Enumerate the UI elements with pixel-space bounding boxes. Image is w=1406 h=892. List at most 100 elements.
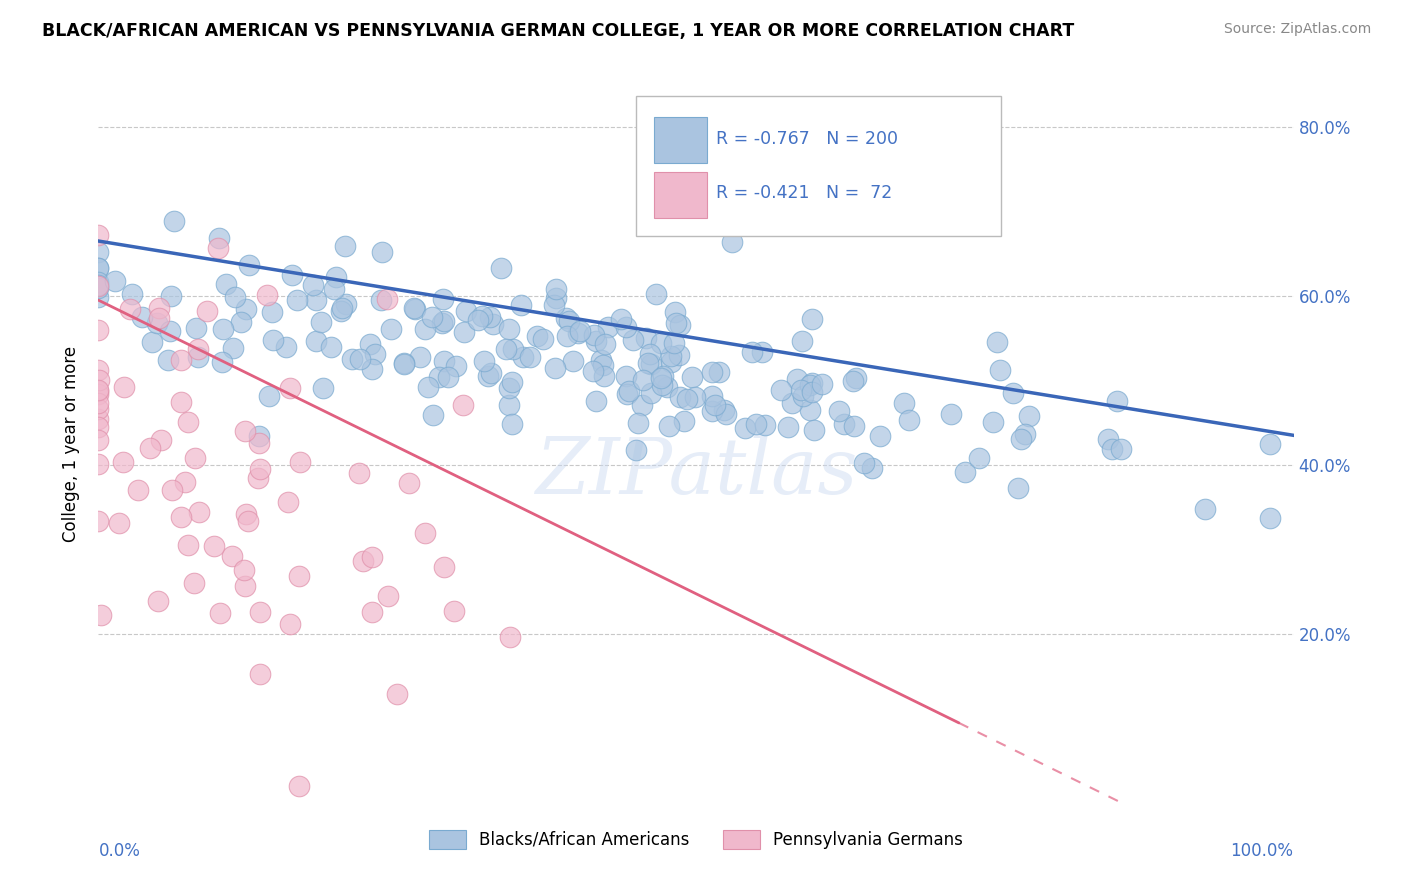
Point (361, 605, 384, 619)
Point (392, 356, 415, 370)
Point (87, 373, 110, 387)
Point (360, 550, 382, 565)
Point (664, 305, 686, 319)
Point (668, 348, 690, 362)
Point (893, 396, 915, 410)
Point (664, 335, 686, 350)
Point (1258, 437, 1281, 451)
Point (235, 507, 257, 521)
Point (288, 569, 311, 583)
Point (325, 270, 347, 285)
Point (305, 334, 328, 348)
Point (278, 381, 301, 395)
Point (658, 419, 681, 434)
Point (519, 350, 541, 364)
Point (751, 344, 773, 359)
Point (531, 332, 554, 346)
Point (150, 433, 173, 447)
Point (593, 337, 616, 351)
Point (650, 335, 672, 350)
Point (233, 579, 256, 593)
Point (187, 342, 209, 356)
Point (432, 293, 454, 307)
Point (183, 576, 205, 591)
Point (104, 274, 127, 288)
Point (427, 370, 450, 384)
Point (249, 605, 271, 619)
Point (640, 347, 662, 361)
Point (87, 261, 110, 276)
Point (544, 282, 567, 296)
Point (233, 424, 256, 438)
Point (87, 363, 110, 377)
Point (277, 495, 299, 509)
Point (471, 310, 494, 324)
Point (208, 606, 231, 620)
Point (352, 554, 374, 568)
Point (754, 417, 776, 432)
Point (159, 324, 181, 338)
Point (416, 380, 439, 394)
Point (585, 334, 607, 348)
Point (398, 475, 420, 490)
Point (661, 354, 683, 368)
Point (359, 336, 381, 351)
Point (555, 310, 578, 325)
Point (665, 316, 688, 330)
Point (498, 398, 520, 412)
Point (127, 483, 149, 497)
Point (170, 394, 193, 409)
Point (702, 403, 724, 417)
Point (786, 372, 808, 386)
Point (1002, 385, 1025, 400)
Point (433, 559, 456, 574)
Point (247, 471, 270, 485)
Point (555, 329, 578, 343)
Point (801, 312, 824, 326)
Point (392, 357, 415, 371)
Point (799, 403, 821, 417)
Point (87, 281, 110, 295)
Point (651, 378, 673, 392)
Point (274, 340, 297, 354)
Point (249, 667, 271, 681)
Point (443, 604, 465, 618)
Point (614, 368, 637, 383)
Point (87, 411, 110, 425)
Point (526, 329, 548, 343)
Point (941, 407, 963, 421)
Point (380, 322, 402, 336)
Point (148, 301, 170, 315)
Text: R = -0.421   N =  72: R = -0.421 N = 72 (716, 184, 893, 202)
Point (304, 293, 326, 307)
Point (499, 630, 522, 644)
Point (87, 402, 110, 417)
Point (477, 369, 499, 384)
Point (422, 408, 444, 422)
Y-axis label: College, 1 year or more: College, 1 year or more (62, 346, 80, 541)
Point (510, 298, 533, 312)
Point (1107, 393, 1129, 408)
Point (481, 318, 503, 332)
Point (131, 310, 153, 324)
Point (120, 301, 142, 316)
Point (139, 442, 162, 456)
Point (87, 290, 110, 304)
Point (370, 293, 392, 307)
Point (207, 241, 229, 255)
Point (87, 458, 110, 472)
Text: 0.0%: 0.0% (98, 842, 141, 860)
Text: 100.0%: 100.0% (1230, 842, 1294, 860)
Point (734, 421, 756, 435)
Point (319, 340, 342, 354)
Point (322, 282, 344, 296)
Point (713, 403, 735, 417)
Point (281, 268, 304, 282)
Point (619, 384, 641, 398)
Point (1194, 502, 1216, 516)
Point (630, 398, 652, 412)
Point (479, 366, 502, 380)
Point (197, 304, 219, 318)
Point (1109, 442, 1132, 456)
Point (108, 516, 131, 530)
